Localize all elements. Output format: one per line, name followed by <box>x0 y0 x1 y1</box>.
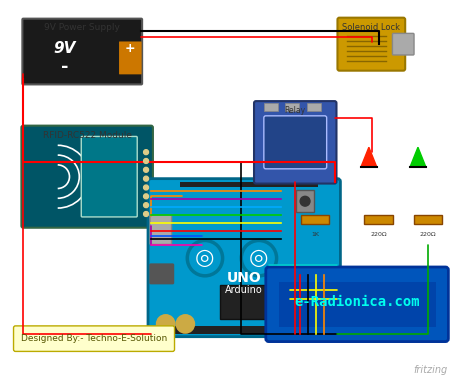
Text: Designed By:- Techno-E-Solution: Designed By:- Techno-E-Solution <box>21 334 167 343</box>
Circle shape <box>144 159 148 164</box>
FancyBboxPatch shape <box>150 264 173 284</box>
Circle shape <box>157 315 174 333</box>
FancyBboxPatch shape <box>296 190 314 212</box>
Text: Relay: Relay <box>285 106 306 115</box>
FancyBboxPatch shape <box>22 19 142 85</box>
Text: Solenoid Lock: Solenoid Lock <box>342 23 400 32</box>
Circle shape <box>144 194 148 199</box>
FancyBboxPatch shape <box>337 18 405 71</box>
Circle shape <box>144 203 148 208</box>
FancyBboxPatch shape <box>181 182 318 188</box>
Circle shape <box>300 196 310 206</box>
FancyBboxPatch shape <box>219 285 288 319</box>
FancyBboxPatch shape <box>81 136 137 217</box>
FancyBboxPatch shape <box>21 126 153 228</box>
FancyBboxPatch shape <box>413 215 442 224</box>
Circle shape <box>144 150 148 155</box>
FancyBboxPatch shape <box>148 179 340 337</box>
Circle shape <box>144 212 148 217</box>
Circle shape <box>144 185 148 190</box>
Text: 220Ω: 220Ω <box>370 232 387 237</box>
FancyBboxPatch shape <box>285 103 299 111</box>
FancyBboxPatch shape <box>279 282 436 327</box>
Text: e-Radionica.com: e-Radionica.com <box>294 295 420 309</box>
Text: RFID-RC522 Module: RFID-RC522 Module <box>43 130 132 139</box>
Text: Arduino: Arduino <box>225 285 263 294</box>
Text: 9V Power Supply: 9V Power Supply <box>44 23 120 32</box>
Polygon shape <box>410 147 426 167</box>
FancyBboxPatch shape <box>264 103 278 111</box>
Polygon shape <box>361 147 377 167</box>
Circle shape <box>144 167 148 172</box>
Text: +: + <box>125 42 136 55</box>
Text: fritzing: fritzing <box>413 365 447 375</box>
Text: ◎: ◎ <box>249 248 269 268</box>
FancyBboxPatch shape <box>264 116 327 169</box>
FancyBboxPatch shape <box>150 215 172 244</box>
Circle shape <box>144 176 148 181</box>
Text: ◎: ◎ <box>195 248 215 268</box>
Text: 9V: 9V <box>54 41 76 56</box>
FancyBboxPatch shape <box>365 215 393 224</box>
Text: UNO: UNO <box>227 271 262 285</box>
FancyBboxPatch shape <box>14 326 174 352</box>
Text: -: - <box>61 59 68 76</box>
FancyBboxPatch shape <box>266 267 448 341</box>
Circle shape <box>176 315 194 333</box>
Text: 1K: 1K <box>311 232 319 237</box>
Text: 220Ω: 220Ω <box>419 232 436 237</box>
FancyBboxPatch shape <box>171 326 318 334</box>
FancyBboxPatch shape <box>392 33 414 55</box>
FancyBboxPatch shape <box>119 41 142 74</box>
FancyBboxPatch shape <box>301 215 329 224</box>
FancyBboxPatch shape <box>254 101 337 183</box>
FancyBboxPatch shape <box>307 103 321 111</box>
